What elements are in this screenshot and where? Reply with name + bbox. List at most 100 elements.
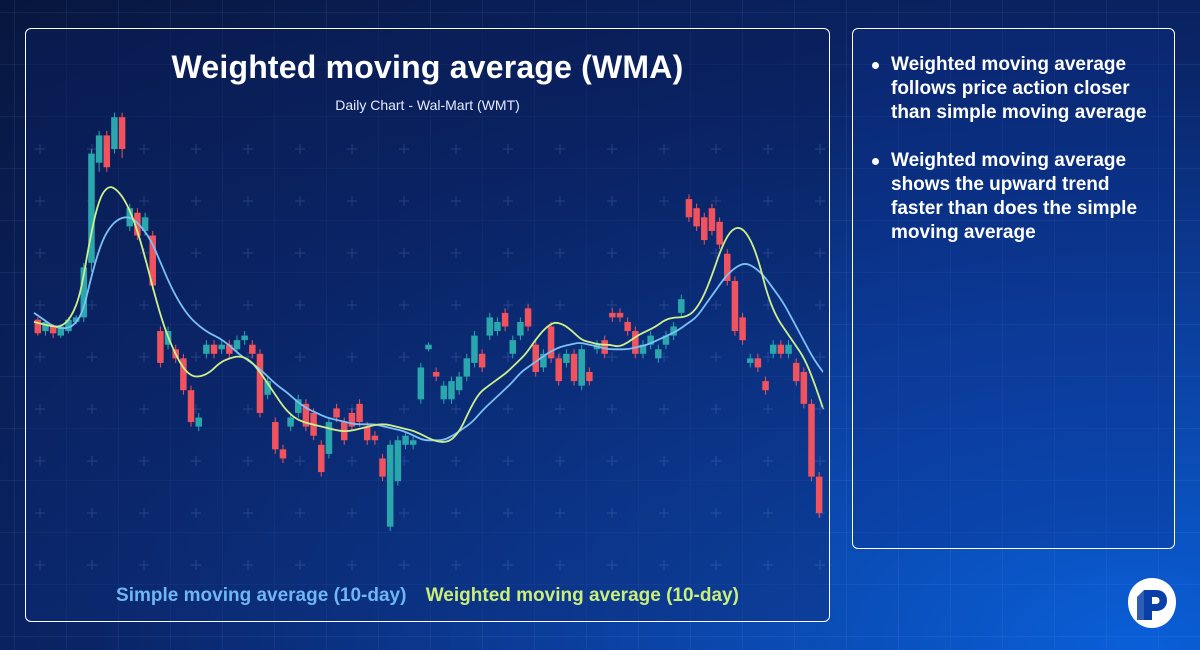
candle-down <box>149 235 156 286</box>
candle <box>272 417 279 454</box>
bullet-dot-icon <box>872 158 879 165</box>
candle <box>111 112 118 154</box>
grid-cross <box>555 196 565 206</box>
candle <box>34 317 42 336</box>
info-bullet-text: Weighted moving average follows price ac… <box>891 54 1147 123</box>
grid-cross <box>35 456 45 466</box>
candle <box>685 194 693 222</box>
grid-cross <box>139 456 149 466</box>
candle-up <box>540 353 547 368</box>
candle-down <box>34 319 42 334</box>
candle <box>754 353 762 372</box>
grid-cross <box>87 560 97 570</box>
candle <box>777 340 785 359</box>
grid-cross <box>295 300 305 310</box>
candle <box>233 335 241 354</box>
candle <box>241 331 248 345</box>
candle-down <box>792 362 800 382</box>
grid-cross <box>503 300 513 310</box>
grid-cross <box>243 560 253 570</box>
grid-cross <box>607 560 617 570</box>
candlestick-plot <box>33 112 825 570</box>
candle-down <box>701 217 708 241</box>
grid-cross <box>815 196 825 206</box>
candle <box>785 340 792 359</box>
candle <box>118 112 126 159</box>
info-panel: Weighted moving average follows price ac… <box>852 28 1175 549</box>
grid-cross <box>399 300 409 310</box>
grid-cross <box>451 196 461 206</box>
candle-down <box>731 281 739 332</box>
candle <box>279 444 287 463</box>
candle <box>555 353 562 386</box>
candle <box>295 394 302 418</box>
grid-cross <box>711 144 721 154</box>
candle <box>632 326 639 359</box>
grid-cross <box>191 508 201 518</box>
grid-cross <box>191 248 201 258</box>
grid-cross <box>711 456 721 466</box>
grid-cross <box>139 352 149 362</box>
grid-cross <box>503 508 513 518</box>
candle-up <box>578 349 585 386</box>
candle-down <box>616 312 624 318</box>
grid-cross <box>87 456 97 466</box>
candle <box>203 340 210 359</box>
candle-up <box>647 335 654 345</box>
candle <box>655 344 662 363</box>
candle <box>792 358 800 386</box>
grid-cross <box>503 404 513 414</box>
grid-cross <box>295 248 305 258</box>
candle <box>249 340 256 359</box>
candle-down <box>532 344 539 372</box>
candle <box>808 399 815 482</box>
candle-down <box>432 372 440 377</box>
grid-cross <box>711 352 721 362</box>
candle-down <box>180 358 187 391</box>
candle-up <box>417 367 425 400</box>
candle <box>532 340 539 377</box>
candle-up <box>141 217 149 231</box>
grid-cross <box>87 352 97 362</box>
candle-up <box>471 335 478 363</box>
legend-wma: Weighted moving average (10-day) <box>425 585 739 606</box>
candle <box>325 417 333 459</box>
grid-cross <box>191 300 201 310</box>
candle-up <box>88 153 95 263</box>
grid-cross <box>451 300 461 310</box>
grid-cross <box>659 560 669 570</box>
candle-down <box>187 390 195 423</box>
grid-cross <box>815 560 825 570</box>
candle-up <box>662 335 670 345</box>
candle <box>609 308 616 322</box>
candle-up <box>65 319 72 332</box>
grid-cross <box>139 404 149 414</box>
candle-up <box>678 299 685 313</box>
grid-cross <box>35 404 45 414</box>
grid-cross <box>399 508 409 518</box>
candle <box>578 344 585 391</box>
grid-cross <box>555 456 565 466</box>
candle <box>88 149 95 272</box>
candle <box>287 412 294 432</box>
grid-cross <box>399 404 409 414</box>
candle <box>463 353 471 382</box>
candle-up <box>785 344 792 354</box>
grid-cross <box>295 352 305 362</box>
candle <box>563 349 570 368</box>
grid-cross <box>555 404 565 414</box>
grid-cross <box>243 144 253 154</box>
candle-down <box>632 331 639 354</box>
grid-cross <box>607 508 617 518</box>
grid-cross <box>451 560 461 570</box>
candle-down <box>693 208 700 227</box>
grid-cross <box>711 508 721 518</box>
candle-up <box>402 435 409 445</box>
grid-cross <box>243 404 253 414</box>
candle-down <box>555 358 562 382</box>
candle-up <box>563 353 570 363</box>
grid-cross <box>451 404 461 414</box>
candle <box>95 130 103 172</box>
candle-down <box>371 435 379 441</box>
grid-cross <box>295 196 305 206</box>
